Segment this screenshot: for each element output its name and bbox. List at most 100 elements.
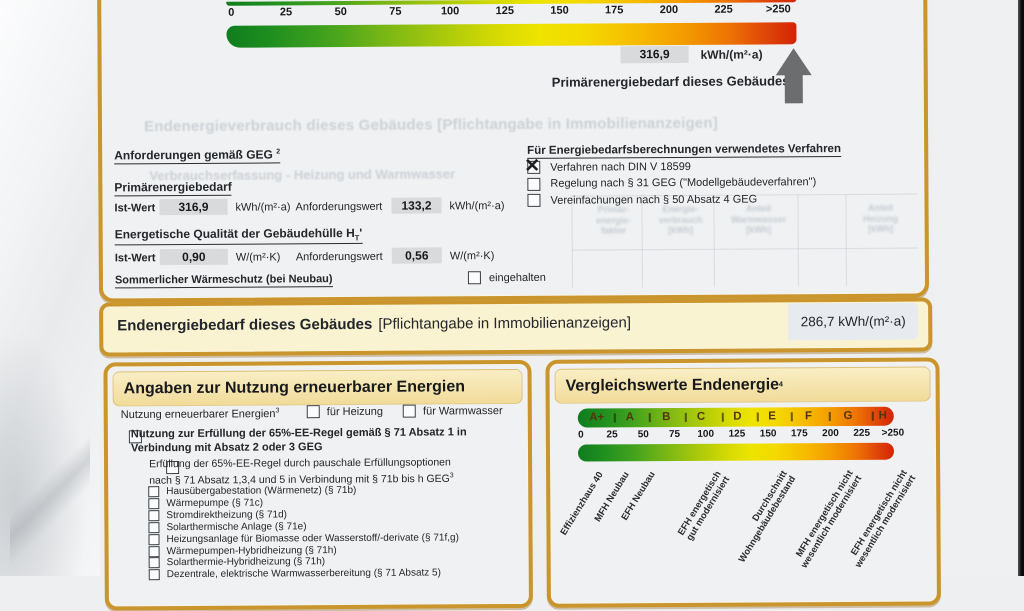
renewables-intro-label: Nutzung erneuerbarer Energien3 bbox=[120, 407, 280, 422]
renewable-option-checkbox[interactable] bbox=[148, 521, 160, 533]
scale-tick-label: 75 bbox=[668, 428, 681, 441]
comparison-scale-bar bbox=[577, 442, 895, 462]
energy-class-separator bbox=[685, 412, 688, 422]
renewable-option-checkbox[interactable] bbox=[148, 569, 160, 581]
method-checkbox[interactable] bbox=[527, 177, 541, 191]
scale-tick-label: 150 bbox=[759, 428, 777, 440]
renewable-option-checkbox[interactable] bbox=[148, 533, 160, 545]
method-heading: Für Energiebedarfsberechnungen verwendet… bbox=[527, 142, 842, 159]
renewable-option-checkbox[interactable] bbox=[148, 557, 160, 569]
ist-wert-label: Ist-Wert bbox=[114, 252, 156, 265]
energy-class-band: A+ A B C D E F G H bbox=[577, 406, 894, 428]
primary-ist-unit: kWh/(m²·a) bbox=[235, 201, 291, 214]
energy-class-label: A+ bbox=[589, 411, 605, 424]
renewable-option-label: Wärmepumpen-Hybridheizung (§ 71h) bbox=[166, 544, 337, 557]
envelope-quality-heading: Energetische Qualität der Gebäudehülle H… bbox=[114, 225, 363, 246]
paper-left-margin bbox=[0, 0, 100, 576]
method-option-label: Verfahren nach DIN V 18599 bbox=[550, 160, 691, 174]
renewable-option-checkbox[interactable] bbox=[148, 498, 160, 510]
scale-tick-label: 25 bbox=[279, 6, 293, 19]
photo-edge bbox=[1018, 0, 1024, 576]
renewable-option: Heizungsanlage für Biomasse oder Wassers… bbox=[148, 531, 459, 545]
scale-tick-label: 100 bbox=[697, 428, 715, 440]
ghost-table-header-line: [kWh] bbox=[868, 223, 894, 234]
end-energy-value: 286,7 kWh/(m²·a) bbox=[800, 313, 906, 329]
eingehalten-label: eingehalten bbox=[488, 271, 546, 285]
comparison-section-box: Vergleichswerte Endenergie 4 bbox=[545, 357, 941, 608]
renewable-option-label: Stromdirektheizung (§ 71d) bbox=[166, 509, 288, 521]
primary-energy-scale-bar bbox=[226, 22, 797, 48]
renewables-intro-options: für Heizung für Warmwasser bbox=[306, 404, 503, 419]
ghost-table-header-line: faktor bbox=[601, 225, 627, 236]
scale-tick-label: 75 bbox=[389, 5, 402, 18]
intro-option-label: für Heizung bbox=[326, 405, 384, 418]
primary-energy-caption: Primärenergiebedarf dieses Gebäudes bbox=[551, 73, 790, 90]
renewable-option: Wärmepumpe (§ 71c) bbox=[148, 497, 264, 510]
requirements-heading: Anforderungen gemäß GEG 2 bbox=[114, 147, 281, 165]
method-option-label: Regelung nach § 31 GEG ("Modellgebäudeve… bbox=[550, 176, 817, 190]
comparison-title-footnote: 4 bbox=[778, 381, 783, 389]
scale-tick-label: 50 bbox=[637, 429, 649, 441]
energy-class-separator bbox=[614, 413, 617, 423]
envelope-ist-value: 0,90 bbox=[159, 248, 228, 266]
intro-option-checkbox[interactable] bbox=[402, 404, 417, 418]
energy-class-separator bbox=[648, 413, 651, 423]
renewable-option-checkbox[interactable] bbox=[148, 545, 160, 557]
energy-class-separator bbox=[828, 412, 832, 422]
energy-class-label: B bbox=[662, 411, 671, 424]
renewable-option-label: Heizungsanlage für Biomasse oder Wassers… bbox=[166, 531, 459, 545]
primary-energy-unit: kWh/(m²·a) bbox=[700, 47, 763, 62]
energy-class-separator bbox=[756, 412, 759, 422]
energy-certificate-page: Angaben zur Nutzung erneuerbarer Energie… bbox=[0, 0, 1024, 579]
primary-energy-demand-label: Primärenergiebedarf bbox=[114, 179, 232, 197]
energy-class-separator bbox=[721, 412, 724, 422]
renewable-option: Solarthermie-Hybridheizung (§ 71h) bbox=[148, 556, 326, 569]
envelope-req-unit: W/(m²·K) bbox=[449, 250, 495, 263]
renewable-option-label: Solarthermie-Hybridheizung (§ 71h) bbox=[166, 556, 326, 569]
scale-tick-label: 125 bbox=[495, 4, 515, 18]
anforderungswert-label: Anforderungswert bbox=[295, 200, 383, 214]
renewable-option-label: Dezentrale, elektrische Warmwasserbereit… bbox=[166, 567, 441, 581]
intro-option: für Warmwasser bbox=[402, 404, 503, 418]
energy-class-separator bbox=[791, 412, 794, 422]
comparison-section-title: Vergleichswerte Endenergie 4 bbox=[554, 366, 931, 404]
eingehalten-checkbox[interactable] bbox=[467, 271, 481, 285]
end-energy-band-title: Endenergiebedarf dieses Gebäudes [Pflich… bbox=[117, 299, 631, 348]
scale-tick-label: 225 bbox=[714, 3, 733, 16]
ghost-table-header-line: [kWh] bbox=[746, 224, 772, 235]
method-option-label: Vereinfachungen nach § 50 Absatz 4 GEG bbox=[550, 193, 758, 207]
method-option: Verfahren nach DIN V 18599 bbox=[527, 160, 691, 174]
scale-tick-label: 100 bbox=[440, 5, 460, 18]
renewable-option: Stromdirektheizung (§ 71d) bbox=[148, 509, 288, 522]
energy-class-label: C bbox=[696, 410, 706, 423]
renewable-options-list: Hausübergabestation (Wärmenetz) (§ 71b) W… bbox=[148, 484, 529, 586]
method-options: Verfahren nach DIN V 18599 Regelung nach … bbox=[527, 159, 917, 221]
energy-class-label: D bbox=[733, 410, 742, 423]
ghost-showthrough-text: Endenergieverbrauch dieses Gebäudes [Pfl… bbox=[143, 114, 718, 136]
method-option: Regelung nach § 31 GEG ("Modellgebäudeve… bbox=[527, 176, 816, 191]
renewable-option-label: Wärmepumpe (§ 71c) bbox=[166, 497, 264, 510]
renewable-option: Dezentrale, elektrische Warmwasserbereit… bbox=[148, 567, 441, 581]
flat-option-label: Erfüllung der 65%-EE-Regel durch pauscha… bbox=[149, 456, 454, 487]
primary-req-unit: kWh/(m²·a) bbox=[449, 200, 505, 213]
scale-tick-label: 0 bbox=[578, 429, 584, 441]
scale-tick-label: >250 bbox=[765, 3, 791, 16]
summer-heat-protection-label: Sommerlicher Wärmeschutz (bei Neubau) bbox=[114, 273, 333, 289]
intro-option-checkbox[interactable] bbox=[306, 405, 320, 419]
paper-right-margin bbox=[933, 0, 1018, 576]
scale-tick-label: 175 bbox=[604, 4, 624, 17]
scale-tick-label: 125 bbox=[728, 428, 746, 440]
end-energy-title-note: [Pflichtangabe in Immobilienanzeigen] bbox=[378, 313, 632, 333]
ghost-table-header-line: [kWh] bbox=[668, 224, 694, 236]
up-arrow-shaft bbox=[784, 73, 803, 104]
ist-wert-label: Ist-Wert bbox=[114, 202, 156, 215]
energy-class-label: E bbox=[768, 410, 776, 423]
renewable-option-checkbox[interactable] bbox=[148, 486, 160, 498]
scale-tick-label: >250 bbox=[881, 427, 905, 439]
renewable-option-checkbox[interactable] bbox=[148, 509, 160, 522]
method-checkbox[interactable] bbox=[527, 193, 541, 207]
scale-tick-label: 150 bbox=[550, 4, 569, 17]
scale-tick-label: 0 bbox=[228, 6, 235, 19]
method-checkbox[interactable] bbox=[527, 160, 541, 174]
renewables-section-title: Angaben zur Nutzung erneuerbarer Energie… bbox=[112, 368, 523, 407]
